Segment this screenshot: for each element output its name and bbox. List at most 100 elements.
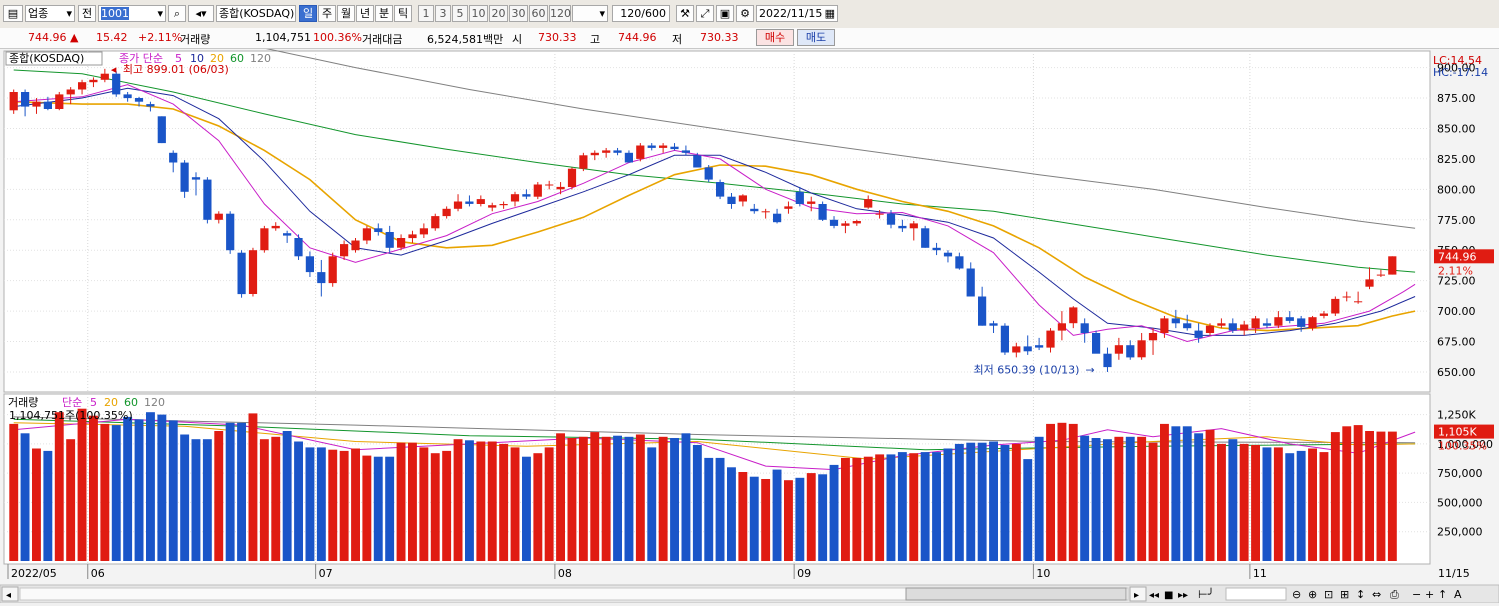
candle[interactable] (1274, 317, 1283, 326)
volume-bar[interactable] (1148, 442, 1158, 561)
volume-bar[interactable] (20, 433, 30, 561)
volume-bar[interactable] (1296, 450, 1306, 561)
stop-icon[interactable]: ■ (1164, 590, 1173, 601)
volume-bar[interactable] (897, 452, 907, 561)
volume-bar[interactable] (1308, 448, 1317, 562)
volume-bar[interactable] (1125, 436, 1135, 561)
speaker-icon[interactable]: ◂▾ (188, 5, 214, 22)
volume-bar[interactable] (476, 441, 486, 562)
candle[interactable] (1160, 318, 1169, 333)
candle[interactable] (78, 82, 87, 90)
candle[interactable] (305, 256, 314, 273)
candle[interactable] (784, 206, 793, 209)
buy-button[interactable]: 매수 (756, 29, 794, 46)
volume-bar[interactable] (692, 445, 702, 561)
zoom-out-icon[interactable]: ⊖ (1292, 588, 1301, 601)
candle[interactable] (1240, 324, 1249, 331)
candle[interactable] (510, 194, 520, 202)
candle[interactable] (1331, 298, 1340, 314)
volume-bar[interactable] (1091, 438, 1101, 561)
volume-bar[interactable] (1262, 447, 1272, 561)
candle[interactable] (1023, 346, 1032, 352)
volume-bar[interactable] (943, 448, 953, 562)
volume-bar[interactable] (396, 442, 406, 561)
candle[interactable] (442, 208, 451, 217)
candle[interactable] (1000, 325, 1009, 353)
volume-bar[interactable] (590, 432, 600, 561)
volume-bar[interactable] (1285, 453, 1295, 561)
volume-bar[interactable] (1034, 436, 1044, 561)
volume-bar[interactable] (1365, 431, 1374, 561)
volume-bar[interactable] (727, 467, 736, 561)
volume-bar[interactable] (282, 431, 292, 561)
candle[interactable] (340, 244, 349, 257)
candle[interactable] (1217, 323, 1226, 326)
candle[interactable] (431, 216, 440, 229)
volume-bar[interactable] (1000, 445, 1010, 561)
candle[interactable] (567, 168, 577, 187)
candle[interactable] (659, 145, 668, 148)
volume-bar[interactable] (624, 436, 634, 561)
volume-bar[interactable] (681, 433, 691, 561)
candle[interactable] (260, 228, 269, 251)
candle[interactable] (1171, 318, 1180, 324)
volume-bar[interactable] (1023, 459, 1033, 561)
candle[interactable] (100, 73, 109, 80)
volume-bar[interactable] (1068, 423, 1078, 561)
candle[interactable] (55, 94, 64, 109)
candle[interactable] (613, 150, 622, 153)
volume-bar[interactable] (875, 454, 885, 561)
candle[interactable] (875, 213, 884, 215)
candle[interactable] (214, 213, 223, 220)
candle[interactable] (1137, 340, 1146, 358)
volume-bar[interactable] (1114, 436, 1124, 561)
volume-bar[interactable] (1194, 433, 1204, 561)
candle[interactable] (465, 201, 474, 204)
candle[interactable] (191, 177, 201, 180)
volume-bar[interactable] (1205, 429, 1215, 561)
candle[interactable] (955, 256, 964, 269)
volume-bar[interactable] (533, 453, 543, 561)
volume-bar[interactable] (77, 408, 87, 561)
candle[interactable] (795, 191, 804, 204)
candle[interactable] (761, 211, 770, 213)
volume-bar[interactable] (863, 456, 873, 561)
volume-bar[interactable] (9, 423, 19, 561)
volume-bar[interactable] (761, 479, 771, 561)
zoom-track[interactable] (1225, 587, 1287, 601)
volume-bar[interactable] (316, 447, 326, 561)
period-0-button[interactable]: 일 (299, 5, 317, 22)
candle[interactable] (750, 208, 759, 212)
candle[interactable] (317, 272, 326, 284)
period-3-button[interactable]: 년 (356, 5, 374, 22)
volume-bar[interactable] (43, 450, 53, 561)
multiplier-1-button[interactable]: 1 (418, 5, 434, 22)
draw-icon[interactable]: ⤢ (696, 5, 714, 22)
volume-bar[interactable] (920, 452, 930, 561)
multiplier-20-button[interactable]: 20 (489, 5, 508, 22)
candle[interactable] (1092, 333, 1101, 354)
candle[interactable] (716, 182, 725, 197)
multiplier-120-button[interactable]: 120 (549, 5, 571, 22)
volume-bar[interactable] (647, 447, 657, 561)
volume-bar[interactable] (54, 412, 64, 561)
volume-bar[interactable] (806, 473, 816, 561)
candle[interactable] (248, 250, 258, 294)
candle[interactable] (647, 145, 656, 148)
scroll-thumb[interactable] (905, 587, 1127, 601)
print-icon[interactable]: ⎙ (1390, 588, 1399, 601)
candle[interactable] (203, 179, 212, 220)
candle[interactable] (1251, 318, 1260, 329)
volume-bar[interactable] (305, 447, 315, 561)
volume-bar[interactable] (1080, 435, 1090, 561)
volume-bar[interactable] (339, 450, 349, 561)
candle[interactable] (1194, 330, 1203, 338)
settings-icon[interactable]: ⊞ (1340, 588, 1349, 601)
candle[interactable] (351, 240, 360, 251)
volume-bar[interactable] (134, 419, 144, 561)
volume-bar[interactable] (1137, 436, 1147, 561)
candle[interactable] (453, 201, 463, 209)
volume-bar[interactable] (954, 443, 964, 561)
bars-icon[interactable]: ↕ (1356, 588, 1365, 601)
volume-bar[interactable] (1251, 445, 1260, 561)
